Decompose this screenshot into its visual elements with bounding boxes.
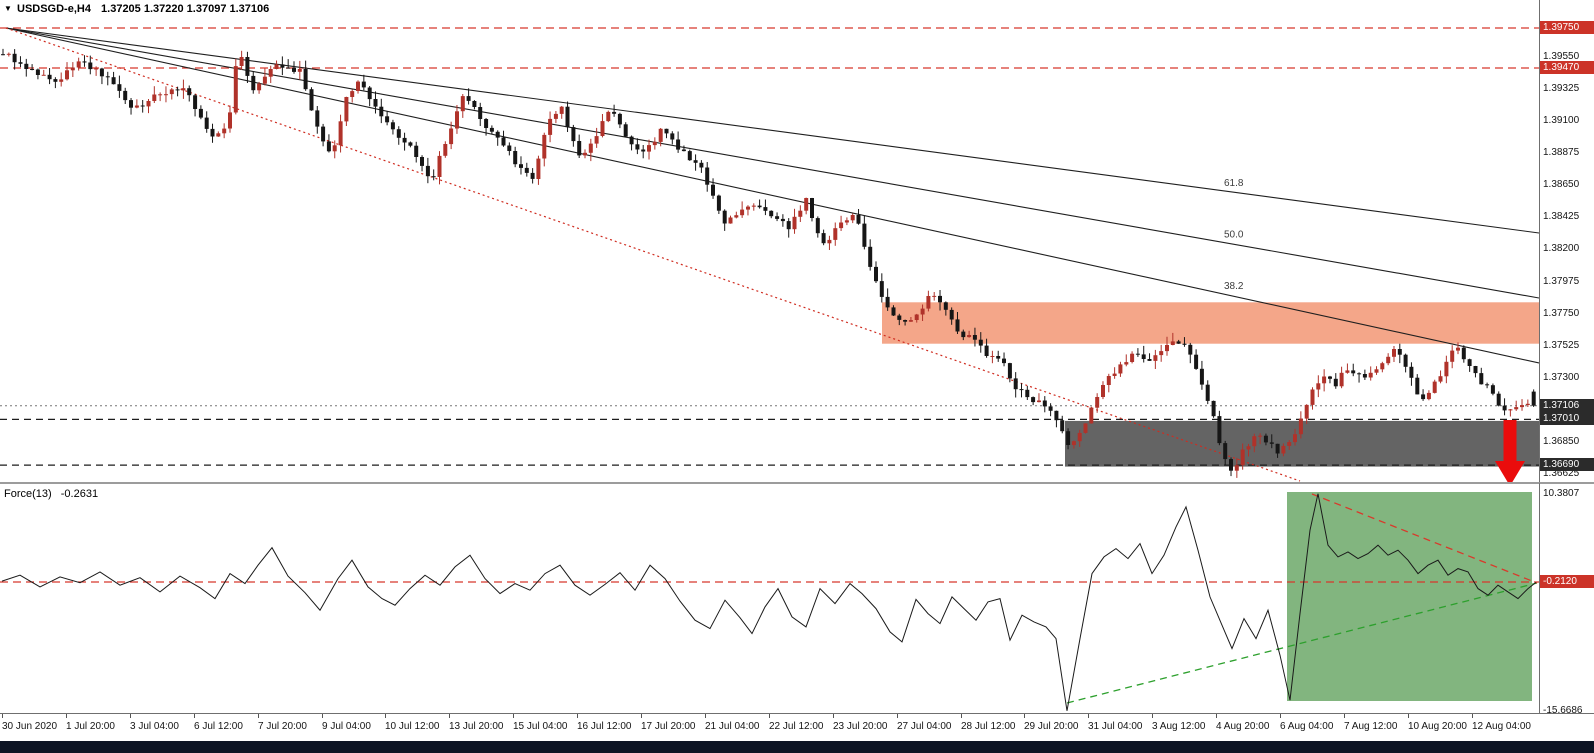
indicator-value-label: -0.2631: [60, 488, 99, 500]
price-axis-tick: 1.36850: [1543, 436, 1580, 447]
chart-title: USDSGD-e,H4 1.37205 1.37220 1.37097 1.37…: [17, 3, 269, 15]
time-axis-tick: [66, 714, 67, 718]
date-label: 22 Jul 12:00: [769, 721, 824, 732]
indicator-axis[interactable]: 10.3807 -15.6686 -0.2120: [1539, 482, 1594, 713]
time-axis-tick: [577, 714, 578, 718]
date-label: 17 Jul 20:00: [641, 721, 696, 732]
time-axis-tick: [513, 714, 514, 718]
price-axis-tick: 1.38200: [1543, 243, 1580, 254]
indicator-name-label: Force(13): [4, 488, 52, 500]
price-chart-pane[interactable]: 61.8 50.0 38.2 ▼ USDSGD-e,H4 1.37205 1.372…: [0, 0, 1539, 482]
date-label: 13 Jul 20:00: [449, 721, 504, 732]
price-axis[interactable]: 1.39550 1.39325 1.39100 1.38875 1.38650 1.384…: [1539, 0, 1594, 482]
time-axis-tick: [2, 714, 3, 718]
price-badge: 1.36690: [1540, 458, 1594, 471]
ohlc-quote-label: 1.37205 1.37220 1.37097 1.37106: [101, 3, 270, 15]
date-label: 23 Jul 20:00: [833, 721, 888, 732]
price-axis-tick: 1.37525: [1543, 340, 1580, 351]
price-axis-tick: 1.39100: [1543, 115, 1580, 126]
date-label: 9 Jul 04:00: [322, 721, 371, 732]
supply-zone[interactable]: [882, 302, 1539, 344]
price-axis-tick: 1.38650: [1543, 179, 1580, 190]
time-axis-tick: [769, 714, 770, 718]
date-label: 10 Jul 12:00: [385, 721, 440, 732]
indicator-level-badge: -0.2120: [1540, 575, 1594, 588]
time-axis-tick: [961, 714, 962, 718]
time-axis-tick: [1280, 714, 1281, 718]
date-label: 10 Aug 20:00: [1408, 721, 1467, 732]
date-label: 30 Jun 2020: [2, 721, 58, 732]
green-highlight-zone[interactable]: [1287, 492, 1532, 701]
fib-fan-line[interactable]: [5, 27, 1539, 299]
date-label: 12 Aug 04:00: [1472, 721, 1531, 732]
time-axis-tick: [897, 714, 898, 718]
price-axis-tick: 1.39325: [1543, 83, 1580, 94]
resistance-trendline[interactable]: [1311, 493, 1538, 584]
price-axis-tick: 1.38875: [1543, 147, 1580, 158]
date-label: 21 Jul 04:00: [705, 721, 760, 732]
time-axis-tick: [1408, 714, 1409, 718]
fib-fan-line[interactable]: [5, 27, 1539, 364]
time-axis-tick: [322, 714, 323, 718]
symbol-marker-icon: ▼: [4, 4, 12, 13]
time-axis-tick: [1472, 714, 1473, 718]
fib-fan-line[interactable]: [5, 27, 1539, 234]
date-label: 29 Jul 20:00: [1024, 721, 1079, 732]
symbol-timeframe-label: USDSGD-e,H4: [17, 3, 91, 15]
candles: [1, 48, 1536, 478]
dotted-trendline[interactable]: [5, 27, 1301, 482]
indicator-title: Force(13) -0.2631: [4, 488, 98, 500]
price-axis-tick: 1.37975: [1543, 276, 1580, 287]
price-axis-tick: 1.38425: [1543, 211, 1580, 222]
date-label: 28 Jul 12:00: [961, 721, 1016, 732]
time-axis-tick: [1024, 714, 1025, 718]
price-badge: 1.37010: [1540, 412, 1594, 425]
price-axis-tick: 1.37750: [1543, 308, 1580, 319]
price-axis-tick: 1.39550: [1543, 51, 1580, 62]
date-label: 3 Aug 12:00: [1152, 721, 1206, 732]
time-axis-tick: [385, 714, 386, 718]
fib-fan-label: 50.0: [1224, 230, 1244, 241]
indicator-axis-tick: 10.3807: [1543, 488, 1580, 499]
bottom-status-strip: [0, 741, 1594, 753]
price-badge: 1.39750: [1540, 21, 1594, 34]
force-index-line: [1, 493, 1537, 711]
price-chart-canvas[interactable]: 61.8 50.0 38.2: [0, 0, 1539, 482]
fib-fan-label: 61.8: [1224, 178, 1244, 189]
date-label: 4 Aug 20:00: [1216, 721, 1270, 732]
date-label: 7 Jul 20:00: [258, 721, 307, 732]
date-label: 27 Jul 04:00: [897, 721, 952, 732]
support-trendline[interactable]: [1066, 582, 1538, 704]
indicator-axis-tick: -15.6686: [1543, 705, 1583, 713]
time-axis-tick: [705, 714, 706, 718]
sell-signal-arrow[interactable]: [1495, 420, 1525, 482]
price-badge: 1.37106: [1540, 399, 1594, 412]
time-axis-tick: [1216, 714, 1217, 718]
time-axis[interactable]: 30 Jun 2020 1 Jul 20:00 3 Jul 04:00 6 Jul 1…: [0, 713, 1594, 741]
date-label: 31 Jul 04:00: [1088, 721, 1143, 732]
time-axis-tick: [833, 714, 834, 718]
date-label: 3 Jul 04:00: [130, 721, 179, 732]
time-axis-tick: [258, 714, 259, 718]
time-axis-tick: [1344, 714, 1345, 718]
time-axis-tick: [449, 714, 450, 718]
date-label: 7 Aug 12:00: [1344, 721, 1398, 732]
date-label: 6 Aug 04:00: [1280, 721, 1334, 732]
time-axis-tick: [1088, 714, 1089, 718]
date-label: 1 Jul 20:00: [66, 721, 115, 732]
date-label: 6 Jul 12:00: [194, 721, 243, 732]
date-label: 16 Jul 12:00: [577, 721, 632, 732]
time-axis-tick: [641, 714, 642, 718]
indicator-pane[interactable]: Force(13) -0.2631: [0, 482, 1539, 713]
price-axis-tick: 1.36625: [1543, 468, 1580, 479]
time-axis-tick: [1152, 714, 1153, 718]
fib-fan-label: 38.2: [1224, 281, 1244, 292]
price-badge: 1.39470: [1540, 61, 1594, 74]
date-label: 15 Jul 04:00: [513, 721, 568, 732]
indicator-canvas[interactable]: [0, 484, 1539, 713]
time-axis-tick: [194, 714, 195, 718]
time-axis-tick: [130, 714, 131, 718]
price-axis-tick: 1.37300: [1543, 372, 1580, 383]
